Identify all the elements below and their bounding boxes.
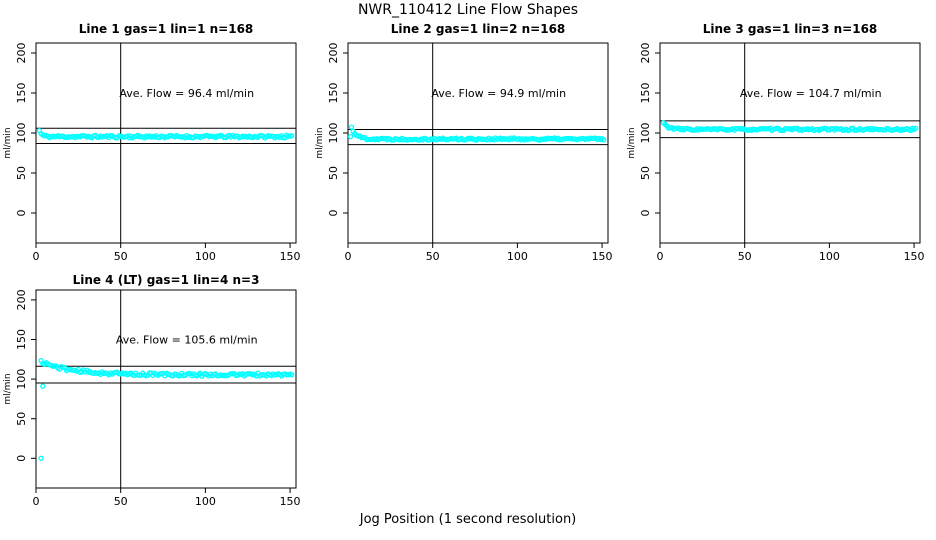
- y-tick-label: 0: [15, 455, 28, 462]
- outlier-point: [38, 455, 44, 461]
- x-tick-label: 50: [114, 495, 128, 508]
- y-tick-label: 50: [15, 412, 28, 426]
- scatter-points: [660, 120, 919, 134]
- y-tick-label: 200: [639, 43, 652, 64]
- y-tick-label: 0: [639, 210, 652, 217]
- y-tick-label: 100: [15, 123, 28, 144]
- y-tick-label: 200: [15, 43, 28, 64]
- x-tick-label: 100: [819, 250, 840, 263]
- subplot-title: Line 2 gas=1 lin=2 n=168: [391, 22, 566, 36]
- x-tick-label: 150: [592, 250, 613, 263]
- outlier-point: [347, 133, 354, 140]
- subplot-title: Line 1 gas=1 lin=1 n=168: [79, 22, 254, 36]
- y-tick-label: 50: [15, 166, 28, 180]
- x-tick-label: 150: [280, 495, 301, 508]
- y-axis-title: ml/min: [315, 127, 325, 158]
- y-tick-label: 0: [15, 210, 28, 217]
- x-tick-label: 50: [426, 250, 440, 263]
- y-tick-label: 50: [639, 166, 652, 180]
- y-axis-title: ml/min: [3, 373, 13, 404]
- x-tick-label: 100: [507, 250, 528, 263]
- data-point: [601, 137, 607, 143]
- ave-flow-annotation: Ave. Flow = 105.6 ml/min: [116, 334, 258, 347]
- x-tick-label: 100: [195, 250, 216, 263]
- y-tick-label: 100: [327, 123, 340, 144]
- subplot-line-3-chart: Line 3 gas=1 lin=3 n=168 0 50 100 150 0 50 100 1…: [627, 22, 925, 263]
- subplot-line-4-chart: Line 4 (LT) gas=1 lin=4 n=3 0 50 100 150 0 50 1…: [3, 274, 301, 508]
- y-tick-label: 200: [15, 289, 28, 310]
- ave-flow-annotation: Ave. Flow = 96.4 ml/min: [119, 87, 254, 100]
- y-tick-label: 100: [639, 123, 652, 144]
- x-tick-label: 0: [33, 250, 40, 263]
- data-point: [289, 133, 295, 139]
- y-tick-label: 150: [327, 83, 340, 104]
- x-tick-label: 100: [195, 495, 216, 508]
- ave-flow-annotation: Ave. Flow = 94.9 ml/min: [431, 87, 566, 100]
- y-axis-title: ml/min: [627, 127, 637, 158]
- y-axis-title: ml/min: [3, 127, 13, 158]
- scatter-points: [36, 127, 295, 141]
- subplot-line-2-chart: Line 2 gas=1 lin=2 n=168 0 50 100 150 0 50 100 1…: [315, 22, 613, 263]
- scatter-points: [347, 124, 607, 143]
- x-tick-label: 150: [904, 250, 925, 263]
- y-tick-label: 150: [15, 83, 28, 104]
- plot-box: [347, 42, 609, 244]
- scatter-points: [38, 357, 295, 461]
- y-tick-label: 100: [15, 369, 28, 390]
- x-axis-title: Jog Position (1 second resolution): [359, 512, 577, 527]
- y-tick-label: 150: [15, 329, 28, 350]
- data-point: [348, 124, 355, 130]
- x-tick-label: 0: [345, 250, 352, 263]
- x-tick-label: 50: [738, 250, 752, 263]
- x-tick-label: 150: [280, 250, 301, 263]
- y-tick-label: 150: [639, 83, 652, 104]
- subplot-title: Line 4 (LT) gas=1 lin=4 n=3: [73, 274, 260, 287]
- ave-flow-annotation: Ave. Flow = 104.7 ml/min: [740, 87, 882, 100]
- subplot-title: Line 3 gas=1 lin=3 n=168: [703, 22, 878, 36]
- x-tick-label: 50: [114, 250, 128, 263]
- y-tick-label: 0: [327, 210, 340, 217]
- plot-box: [35, 289, 297, 489]
- y-tick-label: 200: [327, 43, 340, 64]
- x-tick-label: 0: [33, 495, 40, 508]
- data-point: [913, 125, 919, 131]
- outlier-point: [40, 383, 46, 389]
- plot-box: [35, 42, 297, 244]
- plot-box: [659, 42, 921, 244]
- main-title: NWR_110412 Line Flow Shapes: [357, 2, 579, 18]
- x-tick-label: 0: [657, 250, 664, 263]
- data-point: [289, 372, 295, 378]
- y-tick-label: 50: [327, 166, 340, 180]
- subplot-line-1-chart: Line 1 gas=1 lin=1 n=168 0 50 100 150 0 50 100 1…: [3, 22, 301, 263]
